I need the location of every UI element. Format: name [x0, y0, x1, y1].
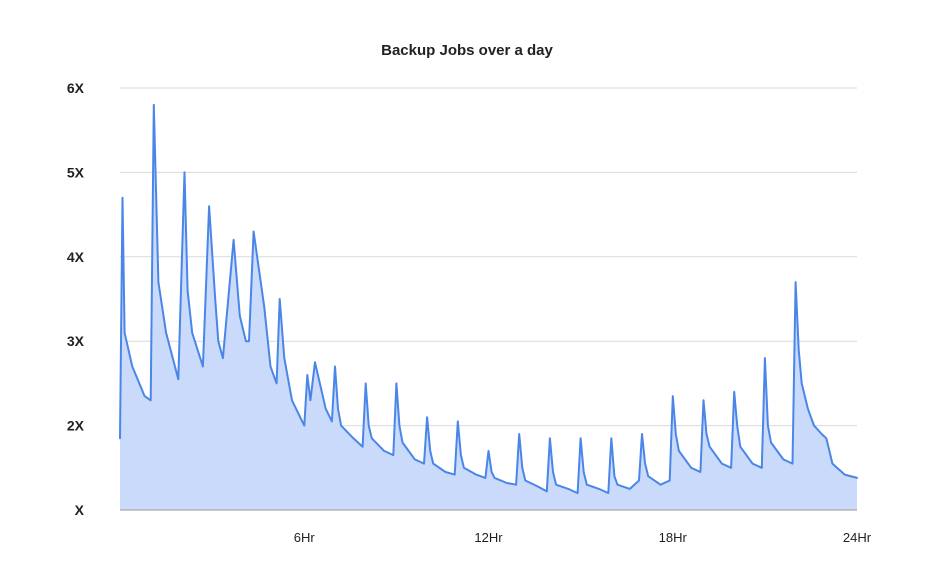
x-tick-label: 12Hr — [474, 530, 503, 545]
series-0-line — [119, 103, 858, 495]
x-tick-label: 18Hr — [659, 530, 688, 545]
y-tick-label: 4X — [67, 249, 85, 265]
y-tick-label: 2X — [67, 418, 85, 434]
y-tick-label: X — [75, 502, 85, 518]
x-axis-labels: 6Hr 12Hr 18Hr 24Hr — [294, 530, 872, 545]
y-tick-label: 5X — [67, 164, 85, 180]
x-tick-label: 6Hr — [294, 530, 316, 545]
chart-title: Backup Jobs over a day — [381, 42, 553, 59]
y-tick-label: 3X — [67, 333, 85, 349]
y-axis-labels: X 2X 3X 4X 5X 6X — [67, 80, 85, 518]
area-series — [119, 103, 858, 511]
series-0-area-fill — [120, 104, 857, 511]
x-tick-label: 24Hr — [843, 530, 872, 545]
y-tick-label: 6X — [67, 80, 85, 96]
